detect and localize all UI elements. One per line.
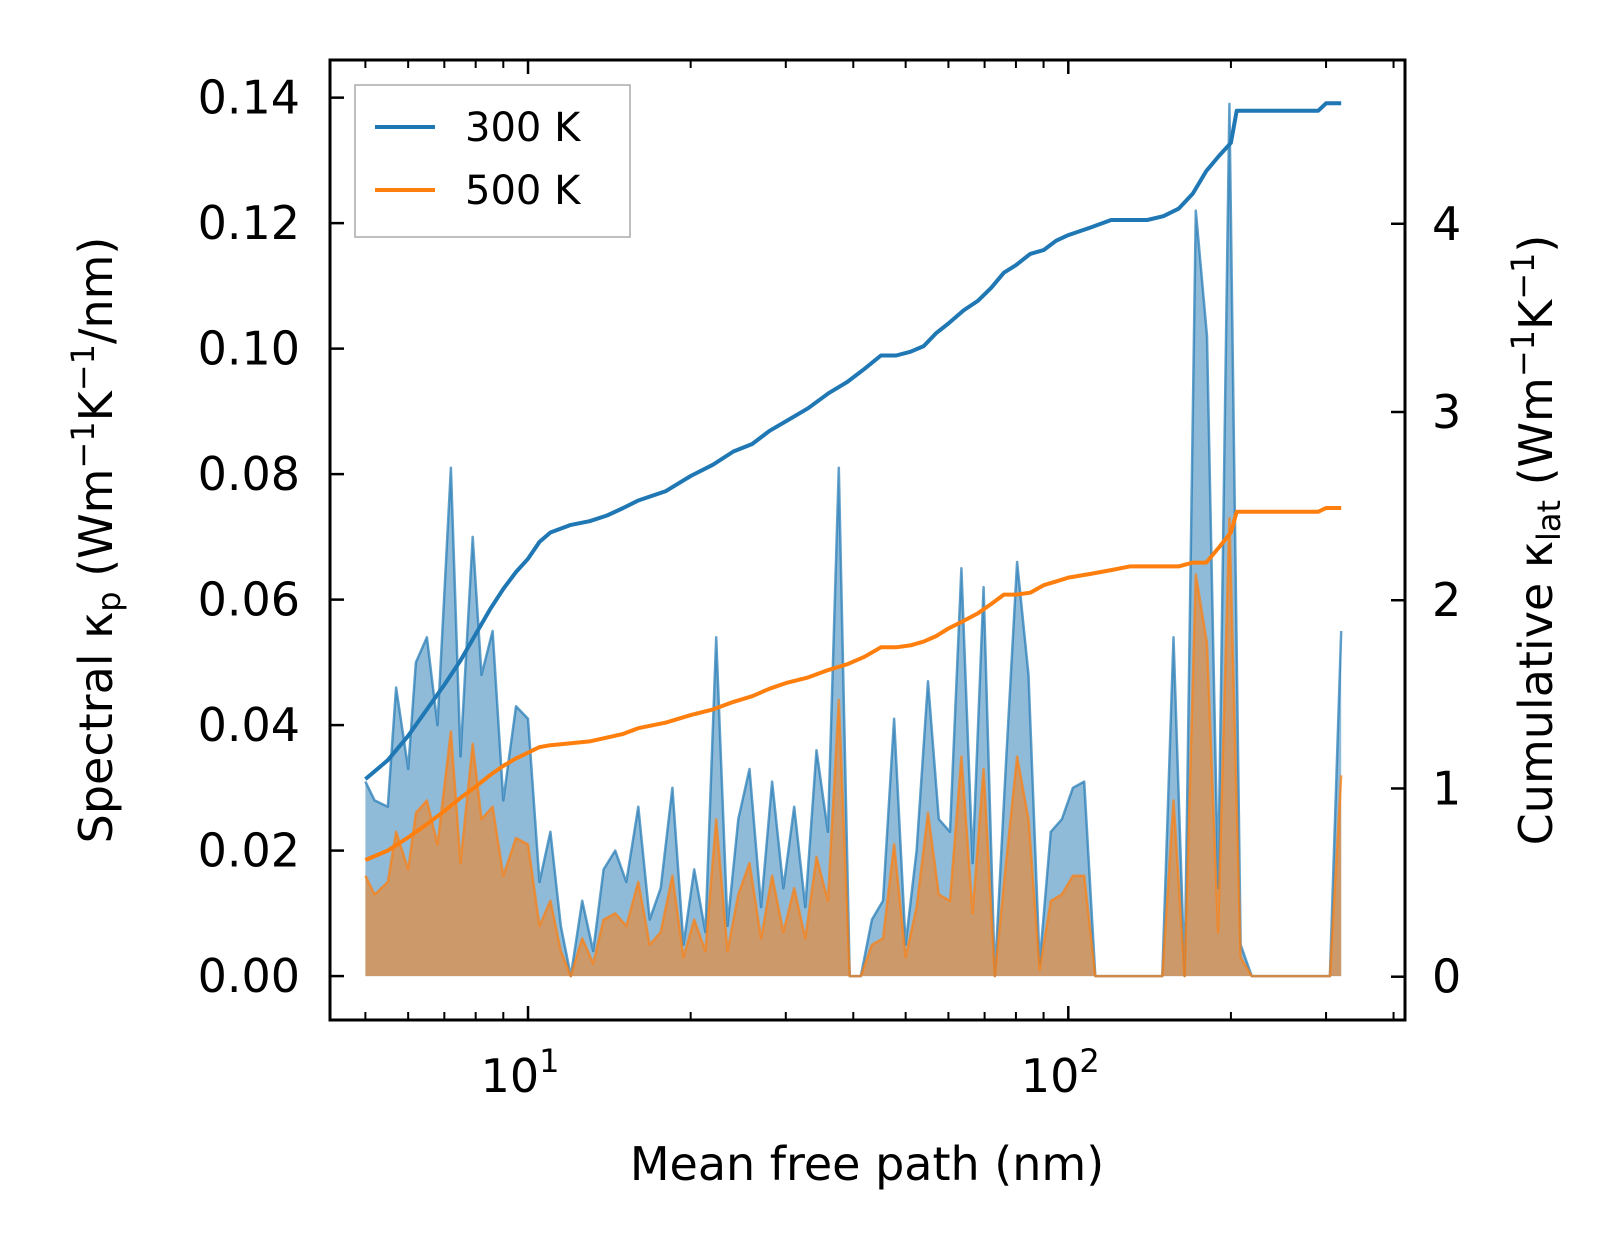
spectral-fills	[364, 102, 1343, 978]
plot-frame	[328, 58, 1407, 1022]
left-y-tick-label: 0.10	[198, 322, 300, 376]
legend-label-500k: 500 K	[465, 168, 582, 214]
x-tick-label: 101	[481, 1042, 560, 1103]
left-y-tick-label: 0.12	[198, 196, 300, 250]
left-y-tick-label: 0.04	[198, 698, 300, 752]
x-tick-label: 102	[1021, 1042, 1100, 1103]
right-y-tick-label: 4	[1432, 197, 1461, 251]
x-axis-label: Mean free path (nm)	[630, 1137, 1104, 1191]
right-y-tick-label: 1	[1432, 761, 1461, 815]
left-y-axis-label: Spectral κp (Wm−1K−1/nm)	[64, 237, 128, 844]
left-y-tick-label: 0.14	[198, 71, 300, 125]
right-y-axis-label: Cumulative κlat (Wm−1K−1)	[1504, 235, 1568, 846]
left-y-tick-label: 0.02	[198, 824, 300, 878]
axis-ticks: 101 102 0.00 0.02 0.04 0.06 0.08 0.10 0.12 0.14 0 1…	[198, 60, 1461, 1103]
cumulative-line-300k	[364, 101, 1342, 781]
left-y-tick-label: 0.06	[198, 573, 300, 627]
cumulative-line-500k	[364, 506, 1342, 862]
left-y-tick-label: 0.00	[198, 949, 300, 1003]
left-y-tick-label: 0.08	[198, 447, 300, 501]
legend-box	[354, 84, 631, 238]
data-lines	[364, 101, 1342, 862]
spectral-area-500k	[365, 518, 1342, 977]
legend-label-300k: 300 K	[465, 105, 582, 151]
right-y-tick-label: 2	[1432, 573, 1461, 627]
spectral-line-500k	[364, 516, 1343, 978]
right-y-tick-label: 3	[1432, 385, 1461, 439]
right-y-tick-label: 0	[1432, 950, 1461, 1004]
legend: 300 K 500 K	[354, 84, 631, 238]
